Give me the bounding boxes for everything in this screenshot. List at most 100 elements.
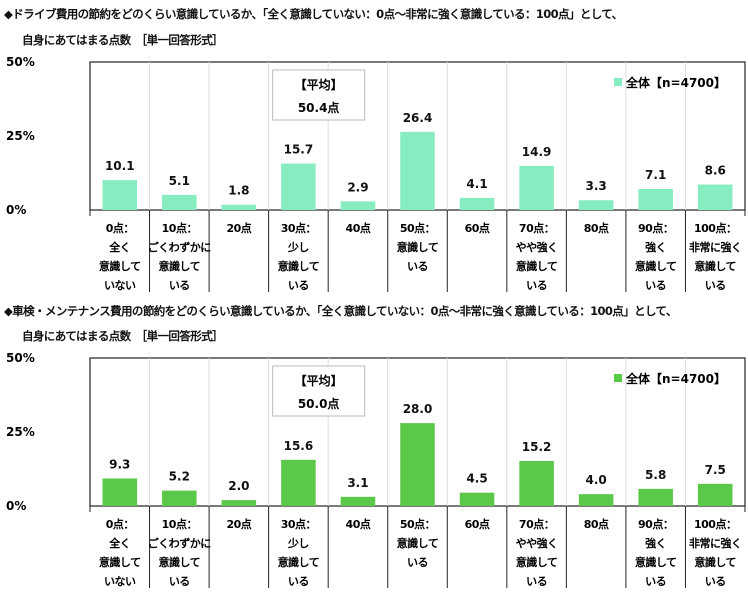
chart2-title: ◆車検・メンテナンス費用の節約をどのくらい意識しているか、「全く意識していない：…: [4, 304, 677, 318]
x-tick-label: やや強く: [516, 536, 558, 550]
x-tick-label: 40点: [346, 517, 371, 531]
data-label: 1.8: [228, 184, 249, 198]
x-tick-label: 意識して: [99, 555, 141, 569]
x-tick-label: 100点：: [694, 221, 736, 235]
average-box: [272, 365, 366, 417]
average-value: 50.0点: [298, 396, 340, 411]
bar: [459, 492, 495, 506]
data-label: 8.6: [705, 164, 726, 178]
data-label: 7.5: [705, 463, 726, 477]
legend-label: 全体【n=4700】: [625, 75, 726, 90]
data-label: 3.1: [347, 476, 368, 490]
data-label: 5.8: [645, 468, 666, 482]
x-tick-label: いる: [645, 575, 666, 588]
data-label: 26.4: [403, 111, 433, 125]
x-tick-label: いる: [645, 279, 666, 292]
x-tick-label: 0点：: [106, 221, 134, 235]
x-tick-label: 意識して: [397, 536, 439, 550]
bar: [340, 201, 376, 210]
x-tick-label: 60点: [465, 221, 490, 235]
x-tick-label: 100点：: [694, 517, 736, 531]
data-label: 9.3: [109, 457, 130, 471]
x-tick-label: 非常に強く: [689, 240, 742, 254]
x-tick-label: いる: [526, 279, 547, 292]
bar: [519, 165, 554, 210]
x-tick-label: 70点：: [519, 221, 554, 235]
x-tick-label: 強く: [645, 240, 666, 254]
bar: [697, 483, 733, 506]
x-tick-label: 意識して: [278, 555, 320, 569]
legend-label: 全体【n=4700】: [625, 371, 726, 386]
bar: [162, 490, 197, 506]
x-tick-label: 30点：: [281, 517, 316, 531]
y-tick-label: 50%: [6, 55, 35, 69]
x-tick-label: 90点：: [638, 221, 673, 235]
y-tick-label: 50%: [6, 351, 35, 365]
x-tick-label: 20点: [226, 517, 251, 531]
data-label: 15.6: [284, 439, 314, 453]
y-tick-label: 0%: [6, 203, 26, 217]
bar: [519, 461, 554, 506]
bar: [578, 494, 614, 506]
x-tick-label: いる: [169, 575, 190, 588]
average-box: [272, 69, 366, 121]
average-label: 【平均】: [295, 373, 343, 388]
y-tick-label: 25%: [6, 129, 35, 143]
chart1: 50%25%0%10.10点：全く意識していない5.110点：ごくわずかに意識し…: [6, 55, 746, 292]
data-label: 4.1: [466, 177, 487, 191]
legend-swatch: [614, 374, 622, 382]
average-value: 50.4点: [298, 100, 340, 115]
x-tick-label: 70点：: [519, 517, 554, 531]
x-tick-label: 強く: [645, 536, 666, 550]
x-tick-label: いる: [705, 279, 726, 292]
x-tick-label: 意識して: [158, 555, 200, 569]
x-tick-label: 意識して: [635, 259, 677, 273]
x-tick-label: 少し: [287, 240, 309, 254]
x-tick-label: やや強く: [516, 240, 558, 254]
x-tick-label: いる: [288, 279, 309, 292]
legend-swatch: [614, 78, 622, 86]
x-tick-label: 全く: [108, 536, 130, 550]
x-tick-label: 50点：: [400, 517, 435, 531]
data-label: 5.2: [169, 470, 190, 484]
x-tick-label: 少し: [287, 536, 309, 550]
x-tick-label: 意識して: [694, 259, 736, 273]
data-label: 28.0: [403, 402, 433, 416]
bar: [697, 184, 733, 210]
bar: [102, 478, 138, 506]
y-tick-label: 0%: [6, 499, 26, 513]
x-tick-label: いる: [288, 575, 309, 588]
x-tick-label: 20点: [226, 221, 251, 235]
x-tick-label: 80点: [584, 221, 609, 235]
x-tick-label: いない: [104, 279, 136, 292]
x-tick-label: 意識して: [694, 555, 736, 569]
bar: [578, 200, 614, 210]
bar: [162, 194, 197, 210]
bar: [221, 500, 257, 506]
data-label: 15.2: [522, 440, 552, 454]
x-tick-label: いる: [526, 575, 547, 588]
bar: [638, 188, 673, 210]
x-tick-label: 60点: [465, 517, 490, 531]
x-tick-label: 80点: [584, 517, 609, 531]
x-tick-label: 非常に強く: [689, 536, 742, 550]
bar: [102, 180, 138, 210]
x-tick-label: ごくわずかに: [148, 240, 211, 254]
data-label: 2.0: [228, 479, 249, 493]
chart1-subtitle: 自身にあてはまる点数 ［単一回答形式］: [22, 33, 223, 47]
chart2-subtitle: 自身にあてはまる点数 ［単一回答形式］: [22, 329, 223, 343]
data-label: 2.9: [347, 180, 368, 194]
chart1-title: ◆ドライブ費用の節約をどのくらい意識しているか、「全く意識していない：0点～非常…: [4, 7, 623, 21]
x-tick-label: 意識して: [516, 259, 558, 273]
data-label: 15.7: [284, 143, 314, 157]
bar: [400, 131, 435, 210]
x-tick-label: 40点: [346, 221, 371, 235]
x-tick-label: 全く: [108, 240, 130, 254]
x-tick-label: 50点：: [400, 221, 435, 235]
data-label: 5.1: [169, 174, 190, 188]
data-label: 14.9: [522, 145, 552, 159]
x-tick-label: 意識して: [278, 259, 320, 273]
x-tick-label: いる: [705, 575, 726, 588]
bar: [221, 204, 257, 210]
